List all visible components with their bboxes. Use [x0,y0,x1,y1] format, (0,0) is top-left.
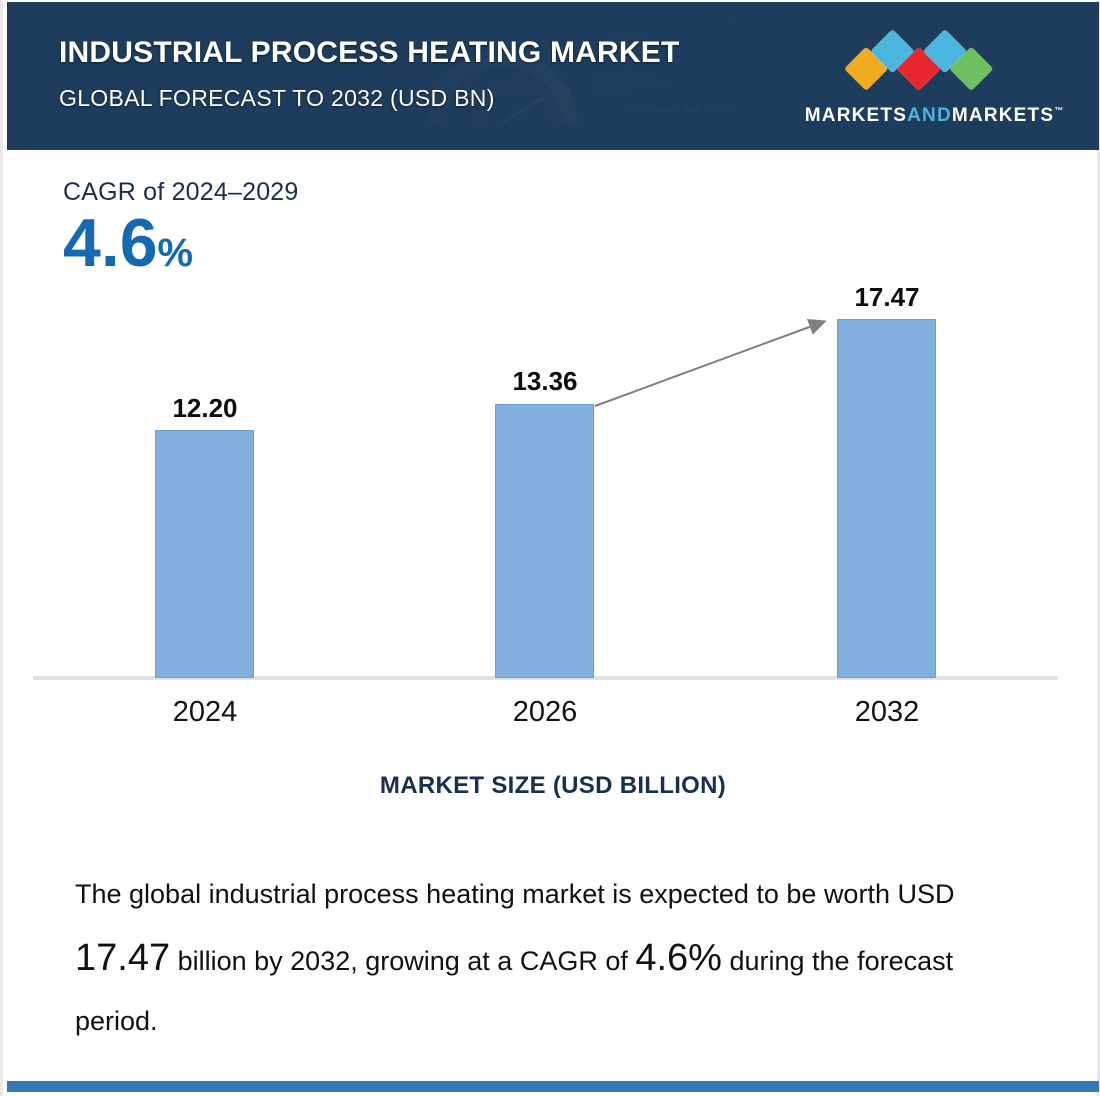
header-banner: 65% 82% INDUSTRIAL PROCESS HEATING MARKE… [7,2,1099,150]
page-title: INDUSTRIAL PROCESS HEATING MARKET [59,36,680,69]
summary-paragraph: The global industrial process heating ma… [75,868,1035,1047]
header-text-group: INDUSTRIAL PROCESS HEATING MARKET GLOBAL… [59,36,680,112]
summary-line-3: during the forecast period. [75,945,954,1036]
footer-accent-bar [7,1081,1099,1092]
bar-value-label-2026: 13.36 [512,366,578,396]
bar-2026 [495,404,594,678]
bar-value-label-2032: 17.47 [854,282,920,312]
logo-trademark: ™ [1054,105,1064,116]
xtick-2024: 2024 [172,696,238,728]
logo-word-markets-right: MARKETS [951,105,1055,126]
xtick-2026: 2026 [512,696,578,728]
cagr-block: CAGR of 2024–2029 4.6% [63,178,299,277]
bar-value-label-2024: 12.20 [172,393,238,423]
summary-line-2-pre: worth USD [823,879,955,909]
summary-value-market-size: 17.47 [75,936,171,979]
logo-wordmark: MARKETSANDMARKETS™ [799,105,1069,127]
summary-line-1: The global industrial process heating ma… [75,879,817,909]
page-subtitle: GLOBAL FORECAST TO 2032 (USD BN) [59,84,495,111]
cagr-value-number: 4.6 [63,205,158,281]
bar-2024 [155,430,254,678]
logo-diamonds-icon [844,29,993,91]
cagr-value: 4.6% [63,209,299,277]
cagr-label: CAGR of 2024–2029 [63,178,299,206]
chart-axis-line [33,676,1058,680]
xtick-2032: 2032 [854,696,920,728]
bar-2032 [837,319,936,678]
logo-word-and: AND [907,105,952,126]
summary-value-cagr: 4.6% [635,936,722,979]
cagr-value-percent: % [157,231,194,275]
marketsandmarkets-logo: MARKETSANDMARKETS™ [799,24,1069,127]
chart-axis-title: MARKET SIZE (USD BILLION) [379,772,727,799]
logo-word-markets-left: MARKETS [804,105,908,126]
summary-line-2-mid: billion by 2032, growing at a CAGR of [170,945,636,976]
